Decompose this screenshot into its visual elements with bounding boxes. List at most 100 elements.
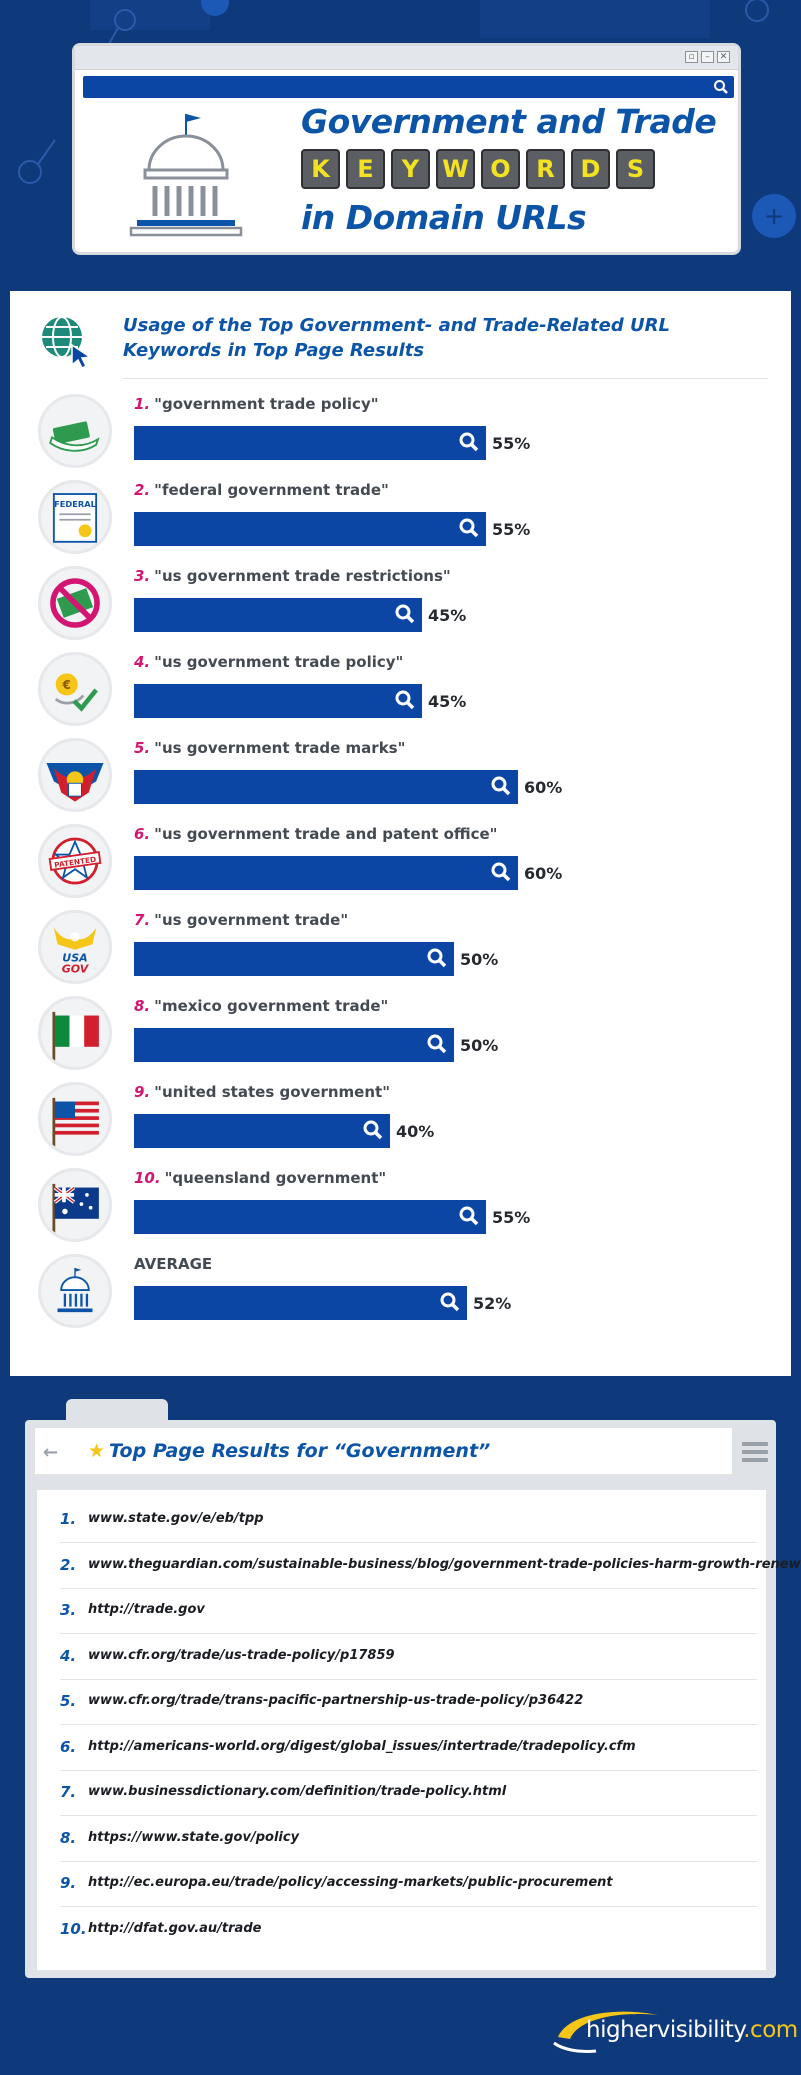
bar-track: 52% xyxy=(134,1286,774,1320)
search-icon xyxy=(427,948,447,968)
keyword-tile: K xyxy=(301,149,340,189)
bar-rank: 4. xyxy=(134,653,151,671)
search-icon xyxy=(459,432,479,452)
eagle-shield-icon xyxy=(38,738,112,812)
menu-icon[interactable] xyxy=(742,1442,768,1466)
keyword-tile: D xyxy=(571,149,610,189)
keyword-tile: W xyxy=(436,149,475,189)
search-icon xyxy=(363,1120,383,1140)
close-icon[interactable]: ✕ xyxy=(717,51,730,63)
result-item[interactable]: 4. www.cfr.org/trade/us-trade-policy/p178… xyxy=(60,1635,757,1680)
logo-text: highervisibility.com xyxy=(586,2017,798,2043)
bar-rank: 7. xyxy=(134,911,151,929)
results-list: 1. www.state.gov/e/eb/tpp 2. www.theguardia… xyxy=(37,1490,801,1970)
results-window: ← ★ Top Page Results for “Government” 1. w… xyxy=(25,1420,801,1978)
result-item[interactable]: 9. http://ec.europa.eu/trade/policy/acces… xyxy=(60,1862,757,1907)
search-icon xyxy=(491,776,511,796)
result-number: 4. xyxy=(60,1646,77,1665)
result-url[interactable]: www.cfr.org/trade/us-trade-policy/p17859 xyxy=(88,1647,395,1663)
result-url[interactable]: www.state.gov/e/eb/tpp xyxy=(88,1511,264,1526)
keyword-tile: R xyxy=(526,149,565,189)
result-item[interactable]: 7. www.businessdictionary.com/definition/… xyxy=(60,1771,757,1816)
result-item[interactable]: 5. www.cfr.org/trade/trans-pacific-partne… xyxy=(60,1680,757,1725)
divider xyxy=(123,378,768,379)
result-url[interactable]: http://ec.europa.eu/trade/policy/accessi… xyxy=(88,1875,613,1890)
bar-label: 1. "government trade policy" xyxy=(134,395,379,413)
bar xyxy=(134,1200,486,1234)
federal-document-icon: FEDERAL xyxy=(38,480,112,554)
globe-cursor-icon xyxy=(42,316,93,369)
patented-stamp-icon: PATENTED xyxy=(38,824,112,898)
search-icon xyxy=(395,690,415,710)
bar xyxy=(134,684,422,718)
header-title-line1: Government and Trade xyxy=(301,102,717,141)
result-item[interactable]: 8. https://www.state.gov/policy xyxy=(60,1817,757,1862)
search-icon xyxy=(395,604,415,624)
bar xyxy=(134,1028,454,1062)
result-number: 7. xyxy=(60,1783,77,1801)
bar-rank: 9. xyxy=(134,1083,151,1101)
bar-category: "government trade policy" xyxy=(154,395,379,413)
bar-label: 8. "mexico government trade" xyxy=(134,997,388,1015)
back-arrow-icon[interactable]: ← xyxy=(43,1442,59,1463)
no-money-icon xyxy=(38,566,112,640)
keyword-tile: Y xyxy=(391,149,430,189)
result-item[interactable]: 6. http://americans-world.org/digest/glob… xyxy=(60,1726,757,1771)
result-url[interactable]: www.theguardian.com/sustainable-business… xyxy=(88,1556,801,1572)
bar xyxy=(134,942,454,976)
bar xyxy=(134,1286,467,1320)
search-icon xyxy=(491,862,511,882)
chart-row: 8. "mexico government trade" 50% xyxy=(10,988,791,1074)
bar-value-label: 60% xyxy=(524,864,563,883)
chart-row: USA GOV 7. "us government trade" 50% xyxy=(10,902,791,988)
window-titlebar: ▫ – ✕ xyxy=(75,46,738,70)
bar-rank: 8. xyxy=(134,997,151,1015)
keyword-tile: O xyxy=(481,149,520,189)
result-url[interactable]: www.cfr.org/trade/trans-pacific-partners… xyxy=(88,1693,584,1708)
chart-title: Usage of the Top Government- and Trade-R… xyxy=(123,315,670,361)
bar-category: "federal government trade" xyxy=(154,481,389,499)
bar-value-label: 52% xyxy=(473,1294,512,1313)
result-url[interactable]: http://americans-world.org/digest/global… xyxy=(88,1738,636,1754)
bar xyxy=(134,856,518,890)
bar-rank: 3. xyxy=(134,567,151,585)
bar-rank: 5. xyxy=(134,739,151,757)
search-icon xyxy=(427,1034,447,1054)
results-toolbar: ← ★ Top Page Results for “Government” xyxy=(35,1428,732,1474)
chart-row: 1. "government trade policy" 55% xyxy=(10,386,791,472)
restore-icon[interactable]: ▫ xyxy=(685,51,698,63)
chart-row: PATENTED 6. "us government trade and paten… xyxy=(10,816,791,902)
chart-row: 3. "us government trade restrictions" 45% xyxy=(10,558,791,644)
bar-track: 50% xyxy=(134,1028,774,1062)
results-title-text: Top Page Results for “Government” xyxy=(109,1440,491,1462)
result-item[interactable]: 10. http://dfat.gov.au/trade xyxy=(60,1908,757,1953)
search-icon[interactable] xyxy=(713,79,729,95)
address-bar[interactable] xyxy=(83,76,734,98)
result-url[interactable]: www.businessdictionary.com/definition/tr… xyxy=(88,1784,507,1799)
logo-text-suffix: .com xyxy=(743,2017,798,2043)
minimize-icon[interactable]: – xyxy=(701,51,714,63)
svg-text:FEDERAL: FEDERAL xyxy=(54,499,97,509)
result-url[interactable]: https://www.state.gov/policy xyxy=(88,1829,300,1845)
result-url[interactable]: http://trade.gov xyxy=(88,1602,205,1617)
bar-category: AVERAGE xyxy=(134,1255,213,1273)
bg-block xyxy=(480,0,710,38)
search-icon xyxy=(440,1292,460,1312)
result-item[interactable]: 2. www.theguardian.com/sustainable-busine… xyxy=(60,1544,801,1589)
svg-text:GOV: GOV xyxy=(62,963,90,976)
bar-track: 55% xyxy=(134,426,774,460)
svg-text:€: € xyxy=(62,678,71,692)
bar-rank: 6. xyxy=(134,825,151,843)
result-item[interactable]: 3. http://trade.gov xyxy=(60,1589,757,1634)
bar xyxy=(134,598,422,632)
bar-value-label: 50% xyxy=(460,950,499,969)
bar xyxy=(134,1114,390,1148)
bar-category: "us government trade marks" xyxy=(154,739,406,757)
result-item[interactable]: 1. www.state.gov/e/eb/tpp xyxy=(60,1498,757,1543)
bg-block xyxy=(90,0,210,30)
money-hand-icon xyxy=(38,394,112,468)
keyword-tile: E xyxy=(346,149,385,189)
chart-panel: Usage of the Top Government- and Trade-R… xyxy=(10,291,791,1376)
result-url[interactable]: http://dfat.gov.au/trade xyxy=(88,1920,262,1936)
bar-track: 45% xyxy=(134,598,774,632)
